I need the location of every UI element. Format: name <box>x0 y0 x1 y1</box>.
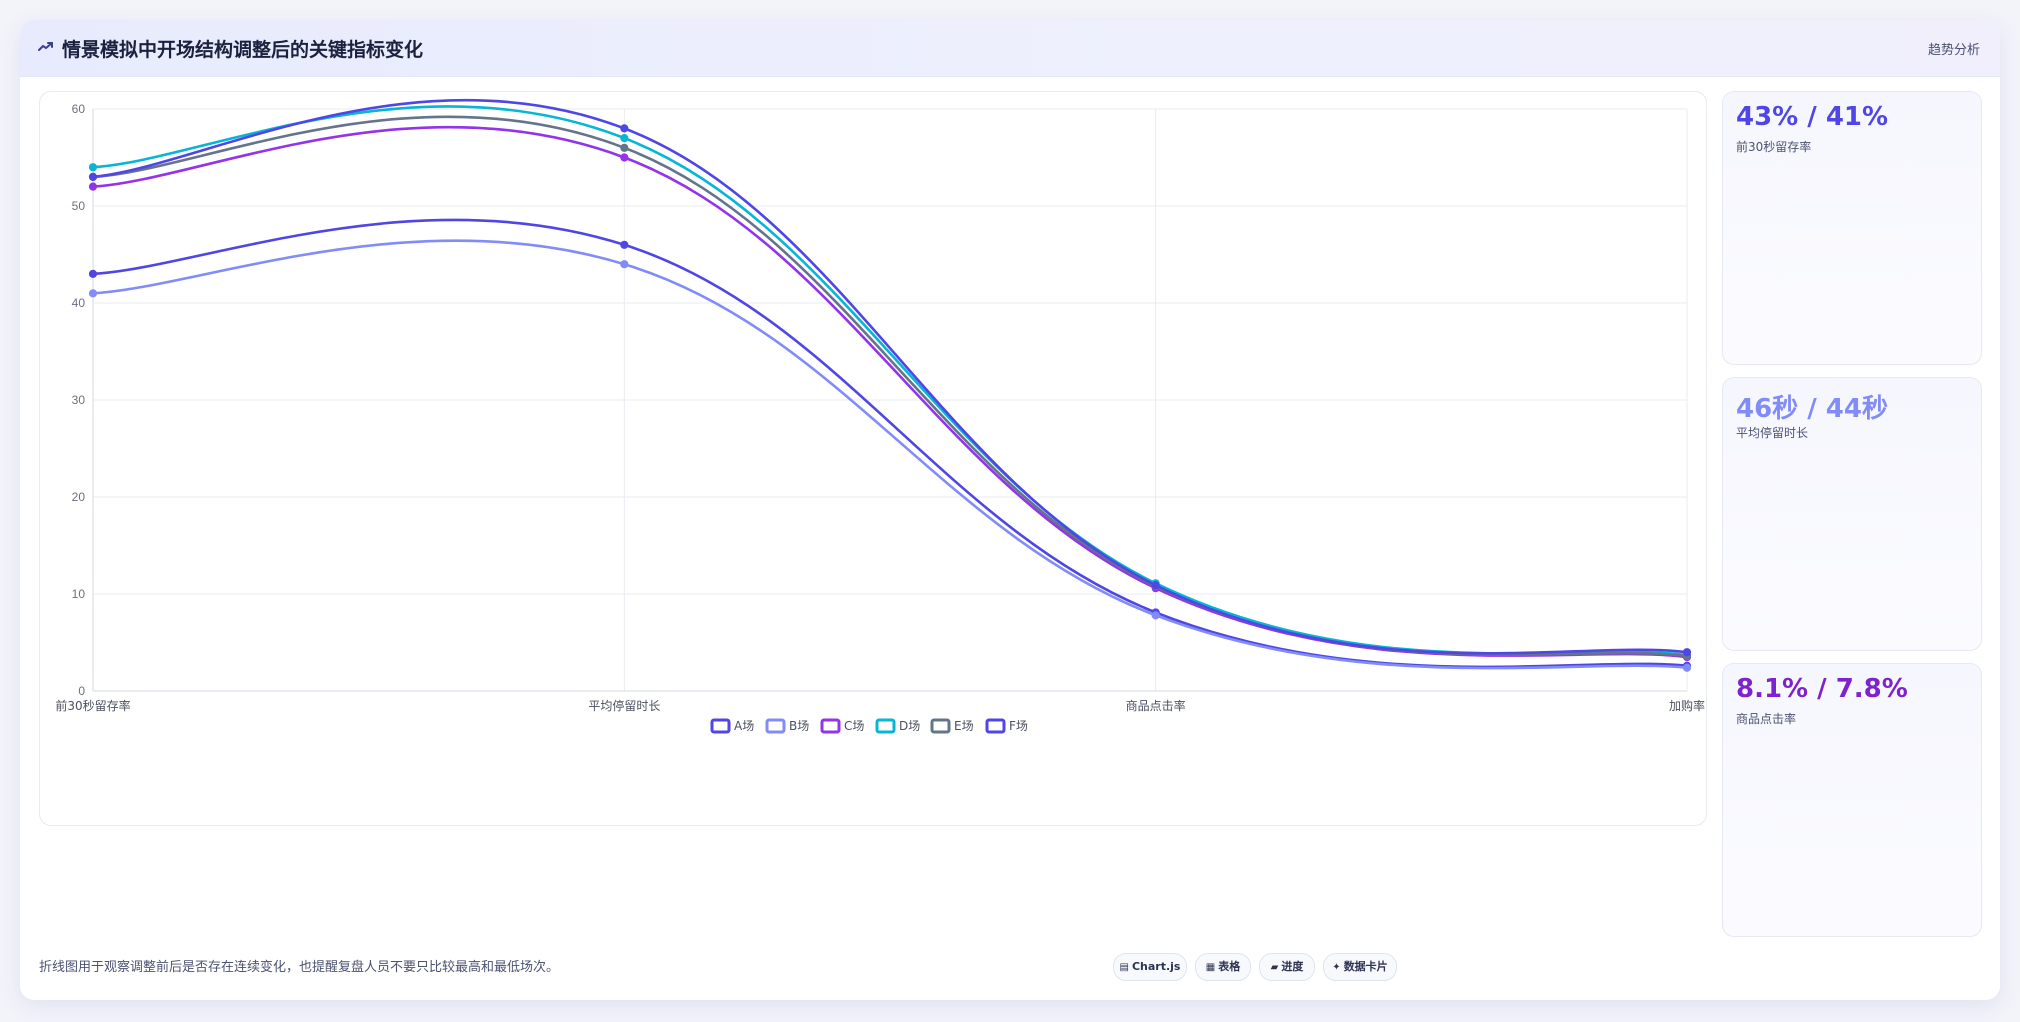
chip-data-card[interactable]: ✦ 数据卡片 <box>1323 953 1397 981</box>
x-tick-label: 商品点击率 <box>1126 698 1186 713</box>
kpi-label: 平均停留时长 <box>1736 426 1809 440</box>
series-line-3 <box>92 125 1688 659</box>
chip-label: 进度 <box>1281 960 1304 973</box>
data-point <box>88 289 98 298</box>
legend-swatch <box>820 718 841 734</box>
data-point <box>620 124 629 133</box>
data-point <box>1682 663 1692 672</box>
kpi-label: 商品点击率 <box>1736 712 1797 726</box>
trend-analysis-tag: 趋势分析 <box>1927 43 1980 58</box>
series-line-4 <box>92 105 1688 657</box>
legend-label: C场 <box>844 719 864 733</box>
kpi-label: 前30秒留存率 <box>1736 140 1812 154</box>
header-bar: 情景模拟中开场结构调整后的关键指标变化 趋势分析 <box>20 20 2000 77</box>
chip-table[interactable]: ▦ 表格 <box>1195 953 1251 981</box>
legend-swatch <box>765 718 786 734</box>
data-point <box>1151 611 1160 620</box>
chip-label: Chart.js <box>1131 960 1181 973</box>
y-tick-label: 10 <box>72 587 86 601</box>
legend-swatch <box>875 718 896 734</box>
kpi-card-click-rate: 8.1% / 7.8% 商品点击率 <box>1722 663 1982 937</box>
x-tick-label: 加购率 <box>1669 698 1705 713</box>
kpi-card-duration: 46秒 / 44秒 平均停留时长 <box>1722 377 1982 651</box>
y-tick-label: 50 <box>72 199 86 213</box>
kpi-value: 8.1% / 7.8% <box>1736 674 1908 704</box>
x-tick-label: 平均停留时长 <box>588 698 660 713</box>
dashboard-card: 情景模拟中开场结构调整后的关键指标变化 趋势分析 0 10 20 30 40 50 60 前3… <box>20 20 2000 1000</box>
data-point <box>88 172 98 182</box>
legend-label: E场 <box>954 719 974 733</box>
data-point <box>1682 648 1692 657</box>
data-point <box>620 153 629 162</box>
sparkle-icon: ✦ <box>1332 962 1341 973</box>
legend-swatch <box>985 718 1006 734</box>
page-title: 情景模拟中开场结构调整后的关键指标变化 <box>62 39 424 61</box>
progress-icon: ▰ <box>1270 962 1279 973</box>
kpi-card-retention: 43% / 41% 前30秒留存率 <box>1722 91 1982 365</box>
kpi-value: 43% / 41% <box>1736 102 1889 132</box>
legend-label: F场 <box>1009 719 1028 733</box>
line-chart: 0 10 20 30 40 50 60 前30秒留存率 平均停留时长 商品点击率 加购率 A场 B场 C场… <box>55 98 1705 734</box>
data-point <box>620 143 629 152</box>
series-line-1 <box>92 218 1688 669</box>
chart-icon: ▤ <box>1119 962 1129 973</box>
legend-swatch <box>710 718 731 734</box>
chart-panel: 0 10 20 30 40 50 60 前30秒留存率 平均停留时长 商品点击率 加购率 A场 B场 C场… <box>39 91 1707 826</box>
y-tick-label: 60 <box>72 102 86 116</box>
chip-label: 表格 <box>1218 960 1241 973</box>
x-tick-label: 前30秒留存率 <box>55 698 130 713</box>
data-point <box>1151 581 1160 590</box>
data-point <box>620 260 629 269</box>
data-point <box>620 134 629 143</box>
data-point <box>620 240 629 249</box>
legend-label: B场 <box>789 719 809 733</box>
kpi-value: 46秒 / 44秒 <box>1736 394 1888 424</box>
chip-label: 数据卡片 <box>1343 960 1388 973</box>
legend-label: A场 <box>734 719 754 733</box>
legend-swatch <box>930 718 951 734</box>
chart-note: 折线图用于观察调整前后是否存在连续变化，也提醒复盘人员不要只比较最高和最低场次。 <box>39 960 560 975</box>
table-icon: ▦ <box>1205 962 1216 973</box>
y-tick-label: 0 <box>78 684 85 698</box>
chip-progress[interactable]: ▰ 进度 <box>1259 953 1315 981</box>
chip-chartjs[interactable]: ▤ Chart.js <box>1113 953 1187 981</box>
data-point <box>88 182 98 191</box>
y-tick-label: 30 <box>72 393 86 407</box>
y-tick-label: 40 <box>72 296 86 310</box>
trend-logo-icon <box>38 42 53 51</box>
y-tick-label: 20 <box>72 490 86 504</box>
data-point <box>88 163 98 172</box>
series-line-2 <box>92 239 1688 670</box>
series-line-5 <box>92 115 1688 658</box>
series-line-6 <box>92 98 1688 655</box>
data-point <box>88 269 98 278</box>
legend-label: D场 <box>899 719 920 733</box>
